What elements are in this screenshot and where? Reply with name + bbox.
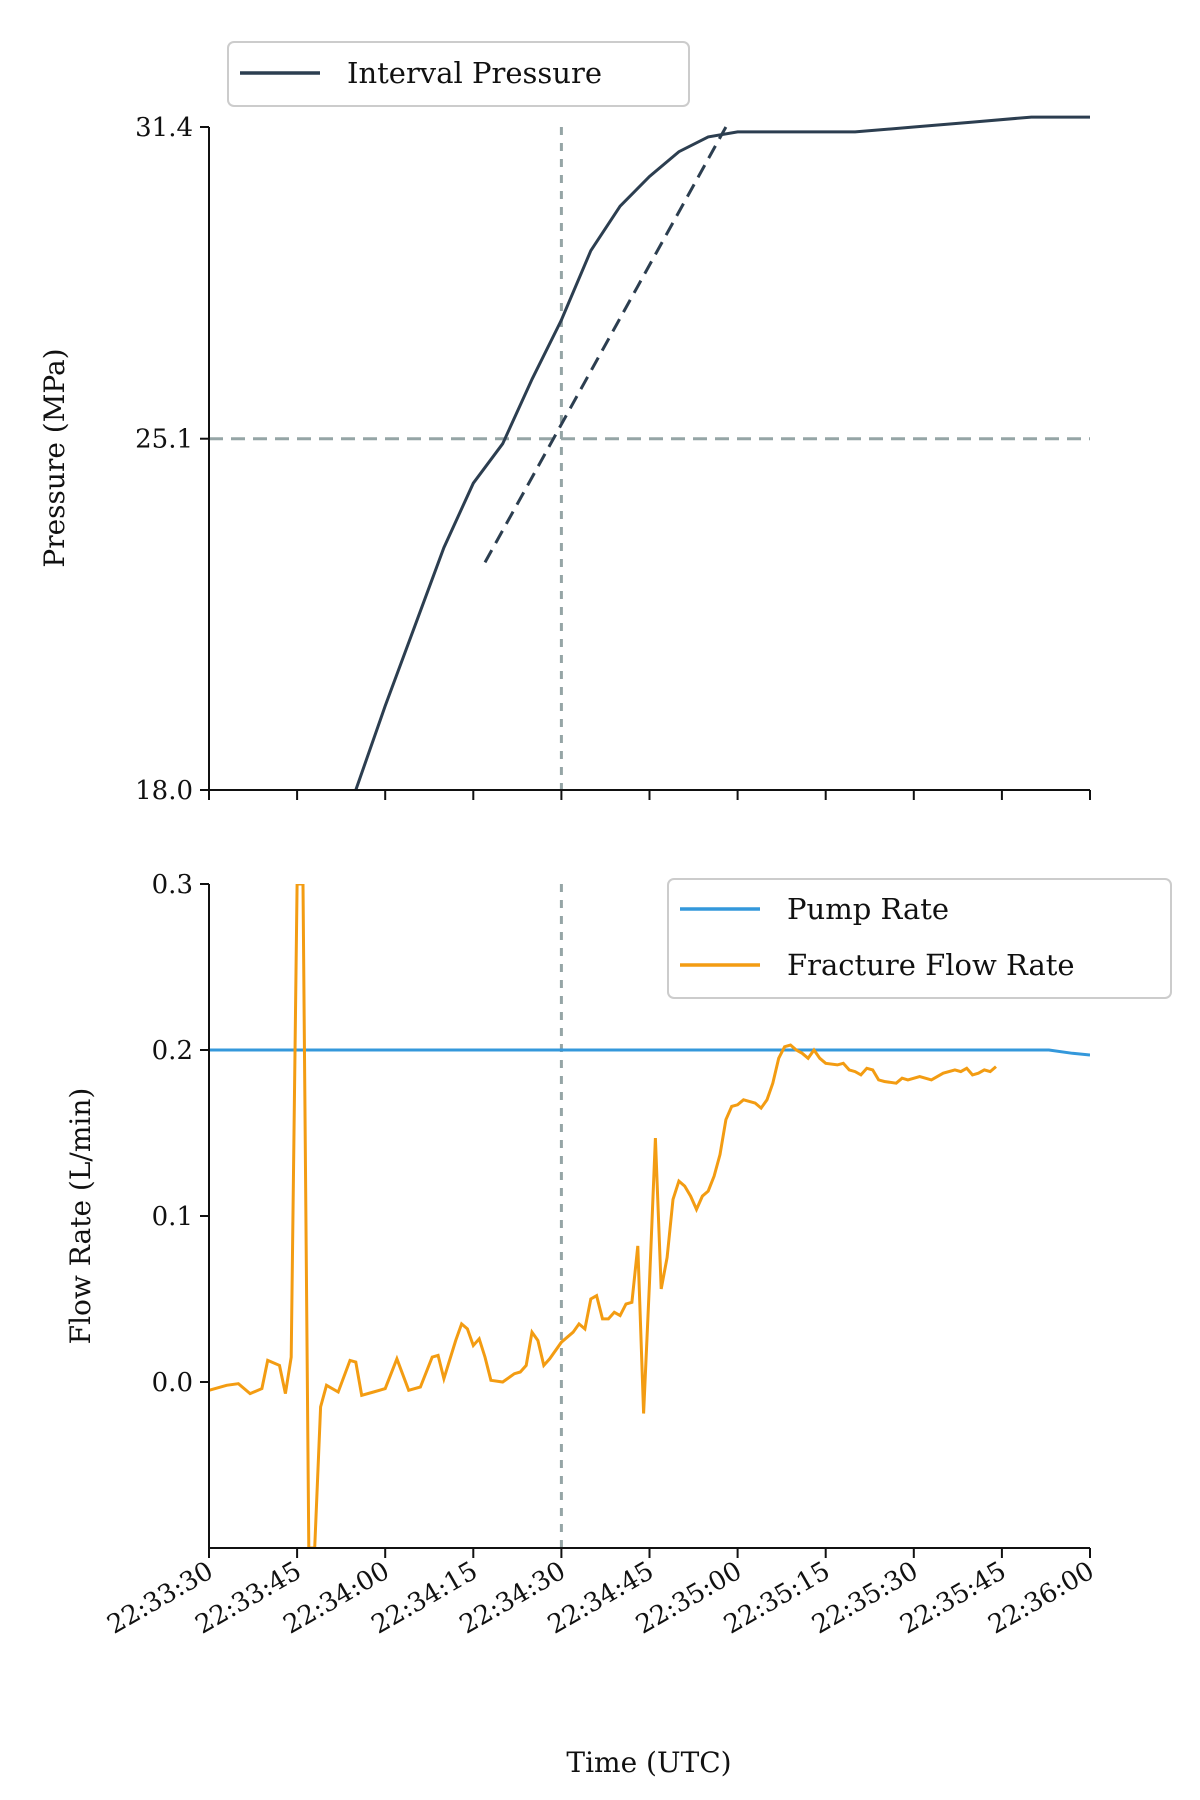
- flow-x-label: Time (UTC): [566, 1746, 731, 1779]
- pressure-legend-box: [227, 41, 690, 107]
- flow-panel: 0.3 0.2 0.1 0.0 22:33:3022:33:4522:34:0022:…: [64, 870, 1172, 1779]
- flow-y-tick-label: 0.1: [152, 1202, 193, 1232]
- pressure-legend-label: Interval Pressure: [347, 56, 602, 90]
- pump-rate-line: [209, 1048, 1090, 1057]
- pressure-y-tick-label: 31.4: [135, 113, 193, 143]
- pressure-y-label: Pressure (MPa): [38, 348, 71, 567]
- interval-pressure-line: [354, 115, 1090, 791]
- pump-rate-legend-label: Pump Rate: [787, 892, 949, 926]
- flow-legend-box: [667, 878, 1172, 999]
- flow-y-ticks: 0.3 0.2 0.1 0.0: [152, 870, 209, 1398]
- flow-legend: Pump Rate Fracture Flow Rate: [667, 878, 1172, 999]
- pressure-y-tick-label: 25.1: [135, 425, 193, 455]
- flow-y-tick-label: 0.3: [152, 870, 193, 900]
- flow-x-ticks: 22:33:3022:33:4522:34:0022:34:1522:34:30…: [102, 1548, 1100, 1640]
- pressure-fit-dashed-line: [483, 126, 728, 564]
- pressure-y-ticks: 31.4 25.1 18.0: [135, 113, 209, 806]
- fracture-flow-legend-label: Fracture Flow Rate: [787, 948, 1075, 982]
- pressure-legend: Interval Pressure: [227, 41, 690, 107]
- flow-y-tick-label: 0.0: [152, 1368, 193, 1398]
- pressure-x-ticks: [208, 790, 1091, 800]
- flow-y-tick-label: 0.2: [152, 1036, 193, 1066]
- fracture-flow-rate-line: [209, 884, 997, 1548]
- flow-y-label: Flow Rate (L/min): [64, 1088, 97, 1345]
- pressure-y-tick-label: 18.0: [135, 776, 193, 806]
- pressure-panel: 31.4 25.1 18.0 Pressure (MPa) Interval Pre…: [38, 41, 1091, 806]
